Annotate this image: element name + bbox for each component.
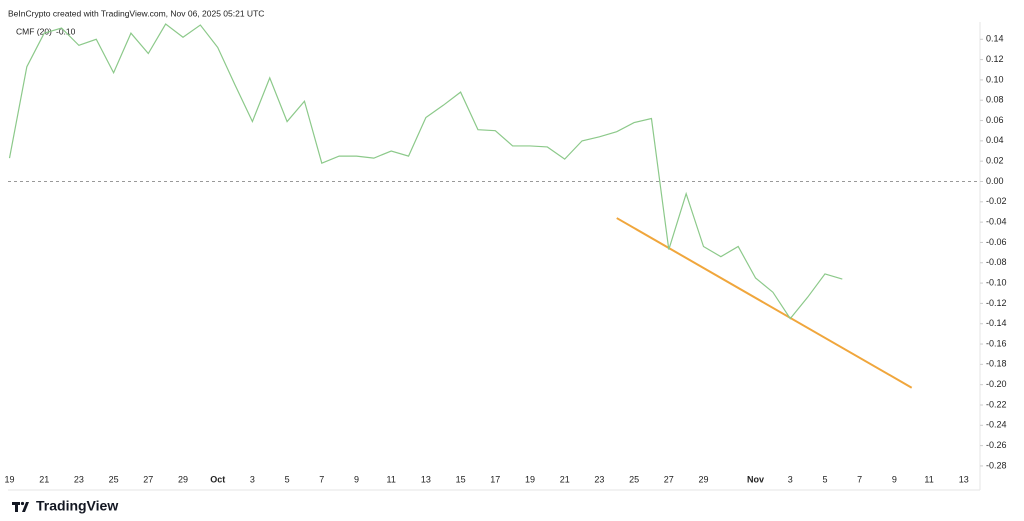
y-tick-label: 0.00: [986, 176, 1004, 186]
x-tick-label: 7: [857, 474, 862, 484]
x-tick-label: 19: [4, 474, 14, 484]
x-tick-label: 25: [629, 474, 639, 484]
y-tick-label: -0.22: [986, 399, 1007, 409]
x-tick-label: 9: [354, 474, 359, 484]
trendline: [616, 217, 913, 389]
x-tick-label: 3: [250, 474, 255, 484]
y-tick-label: -0.28: [986, 460, 1007, 470]
x-tick-label: 5: [285, 474, 290, 484]
x-tick-label: 17: [490, 474, 500, 484]
x-tick-label: 5: [822, 474, 827, 484]
y-tick-label: -0.06: [986, 237, 1007, 247]
y-tick-label: -0.18: [986, 359, 1007, 369]
x-tick-label: 7: [319, 474, 324, 484]
x-tick-label: 11: [387, 474, 396, 484]
x-tick-label: 27: [143, 474, 153, 484]
y-tick-label: 0.04: [986, 135, 1004, 145]
x-tick-label: 15: [456, 474, 466, 484]
cmf-line: [8, 23, 843, 320]
y-tick-label: 0.02: [986, 156, 1004, 166]
x-tick-label: Nov: [747, 474, 764, 484]
header-title: BeInCrypto created with TradingView.com,…: [8, 8, 264, 18]
x-tick-label: 9: [892, 474, 897, 484]
y-tick-label: -0.10: [986, 277, 1007, 287]
x-tick-label: 29: [178, 474, 188, 484]
y-tick-label: 0.14: [986, 34, 1004, 44]
x-tick-label: 23: [74, 474, 84, 484]
x-tick-label: 27: [664, 474, 674, 484]
x-tick-label: 3: [788, 474, 793, 484]
y-tick-label: -0.02: [986, 196, 1007, 206]
logo: [12, 501, 29, 512]
x-tick-label: 25: [109, 474, 119, 484]
y-tick-label: -0.14: [986, 318, 1007, 328]
legend-name: CMF (20): [16, 26, 52, 36]
x-tick-label: 23: [594, 474, 604, 484]
y-tick-label: 0.12: [986, 54, 1004, 64]
legend-value: -0.10: [56, 26, 76, 36]
y-tick-label: -0.24: [986, 420, 1007, 430]
x-tick-label: Oct: [210, 474, 225, 484]
y-tick-label: -0.04: [986, 217, 1007, 227]
y-tick-label: -0.26: [986, 440, 1007, 450]
x-tick-label: 13: [959, 474, 969, 484]
x-tick-label: 21: [560, 474, 570, 484]
y-tick-label: -0.08: [986, 257, 1007, 267]
y-tick-label: -0.12: [986, 298, 1007, 308]
y-tick-label: 0.06: [986, 115, 1004, 125]
x-tick-label: 21: [39, 474, 49, 484]
y-tick-label: -0.16: [986, 338, 1007, 348]
y-tick-label: 0.10: [986, 74, 1004, 84]
brand: TradingView: [36, 498, 118, 514]
x-tick-label: 29: [698, 474, 708, 484]
y-tick-label: 0.08: [986, 95, 1004, 105]
x-tick-label: 19: [525, 474, 535, 484]
x-tick-label: 13: [421, 474, 431, 484]
y-tick-label: -0.20: [986, 379, 1007, 389]
x-tick-label: 11: [924, 474, 933, 484]
